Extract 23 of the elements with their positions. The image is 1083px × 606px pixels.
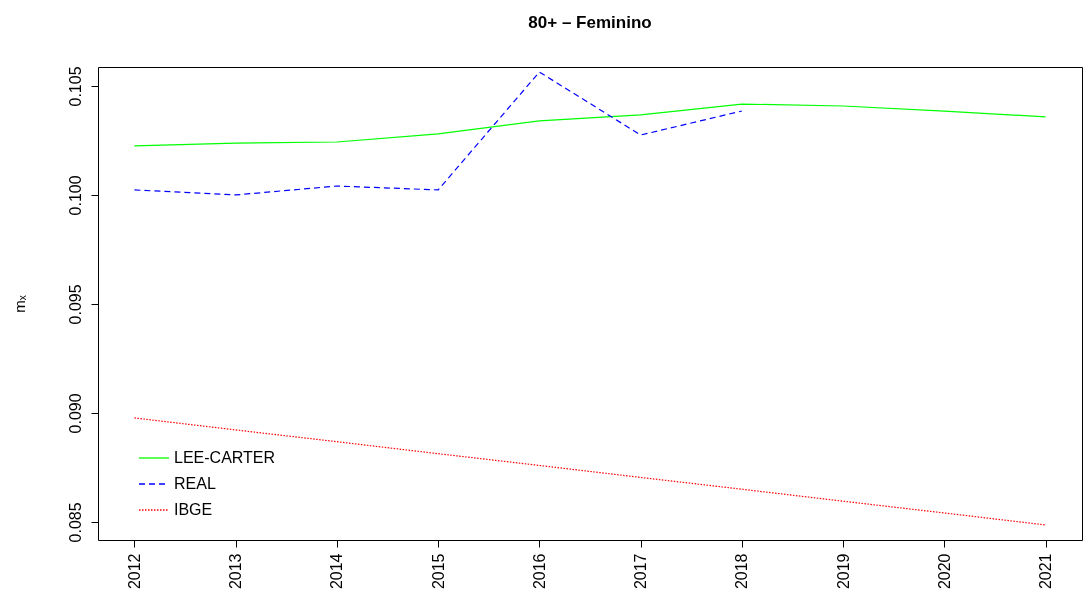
- legend-label: LEE-CARTER: [174, 449, 276, 466]
- x-tick-label: 2018: [733, 553, 751, 590]
- line-series: [133, 71, 743, 196]
- legend-label: REAL: [174, 475, 216, 492]
- x-tick-label: 2012: [125, 553, 143, 590]
- y-tick-label: 0.095: [66, 284, 84, 325]
- x-tick-label: 2017: [632, 553, 650, 590]
- x-tick-label: 2013: [227, 553, 245, 590]
- legend-label: IBGE: [174, 501, 213, 518]
- line-series: [133, 103, 1047, 147]
- x-tick-label: 2015: [429, 553, 447, 590]
- y-tick-label: 0.105: [66, 66, 84, 107]
- x-tick-label: 2016: [530, 553, 548, 590]
- x-tick-label: 2021: [1037, 553, 1055, 590]
- y-tick-label: 0.100: [66, 175, 84, 216]
- y-tick-label: 0.085: [66, 502, 84, 543]
- y-tick-label: 0.090: [66, 393, 84, 434]
- line-series: [133, 417, 1047, 526]
- x-tick-label: 2014: [328, 553, 346, 590]
- x-tick-label: 2019: [834, 553, 852, 590]
- chart-title: 80+ – Feminino: [528, 12, 652, 32]
- x-tick-label: 2020: [935, 553, 953, 590]
- y-axis-title: mₓ: [10, 295, 28, 313]
